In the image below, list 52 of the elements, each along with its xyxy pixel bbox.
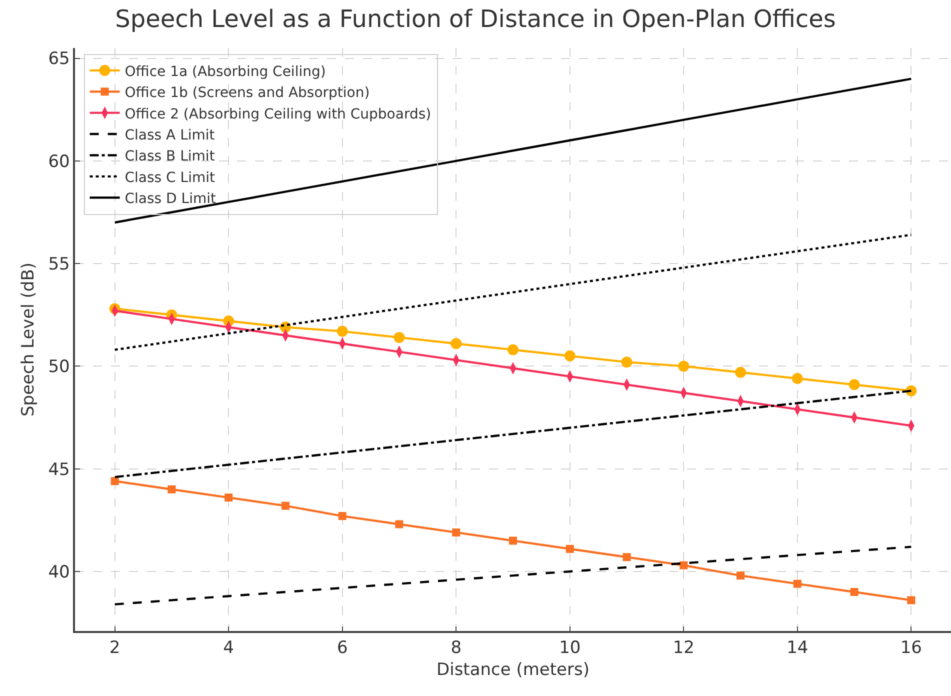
point <box>566 544 574 553</box>
point <box>850 588 858 596</box>
point <box>168 485 176 494</box>
x-tick-label: 4 <box>223 638 234 658</box>
x-tick-label: 14 <box>786 638 808 658</box>
legend-label: Class C Limit <box>124 170 216 186</box>
x-tick-label: 10 <box>559 638 581 658</box>
chart-title: Speech Level as a Function of Distance in Open-Plan Offices <box>115 5 836 34</box>
point <box>336 326 348 337</box>
x-tick-label: 16 <box>900 638 922 658</box>
point <box>452 528 460 536</box>
x-tick-label: 8 <box>450 638 462 658</box>
legend-label: Class A Limit <box>124 127 216 144</box>
point <box>621 356 632 368</box>
point <box>508 344 518 356</box>
legend-label: Office 1a (Absorbing Ceiling) <box>124 64 326 80</box>
point <box>110 477 119 486</box>
point <box>395 520 404 528</box>
y-tick-label: 65 <box>48 49 70 70</box>
y-tick-label: 55 <box>48 254 70 274</box>
legend-label: Class B Limit <box>124 148 216 165</box>
point <box>622 553 631 562</box>
point <box>792 373 803 384</box>
point <box>793 580 802 588</box>
line-series <box>114 78 912 224</box>
y-tick-label: 40 <box>48 562 70 582</box>
point <box>509 536 517 545</box>
point <box>735 366 746 378</box>
y-tick-label: 50 <box>48 357 70 378</box>
x-tick-label: 12 <box>672 638 694 658</box>
point <box>736 572 745 580</box>
line-series <box>114 546 912 606</box>
x-tick-label: 6 <box>336 638 348 658</box>
point <box>394 332 405 343</box>
x-axis-title: Distance (meters) <box>436 660 590 680</box>
point <box>338 512 346 520</box>
x-tick-label: 2 <box>109 638 120 658</box>
y-tick-label: 45 <box>48 460 70 480</box>
point <box>678 360 690 372</box>
y-axis-title: Speech Level (dB) <box>18 262 38 417</box>
point <box>848 379 860 390</box>
point <box>564 350 576 362</box>
point <box>224 494 233 502</box>
line-series <box>114 234 912 351</box>
legend-label: Class D Limit <box>124 191 216 208</box>
legend-label: Office 1b (Screens and Absorption) <box>124 85 370 102</box>
point <box>450 338 462 350</box>
point <box>907 596 916 604</box>
y-tick-label: 60 <box>48 152 70 172</box>
point <box>281 502 290 510</box>
point <box>680 561 688 570</box>
legend-label: Office 2 (Absorbing Ceiling with Cupboards) <box>124 106 432 122</box>
